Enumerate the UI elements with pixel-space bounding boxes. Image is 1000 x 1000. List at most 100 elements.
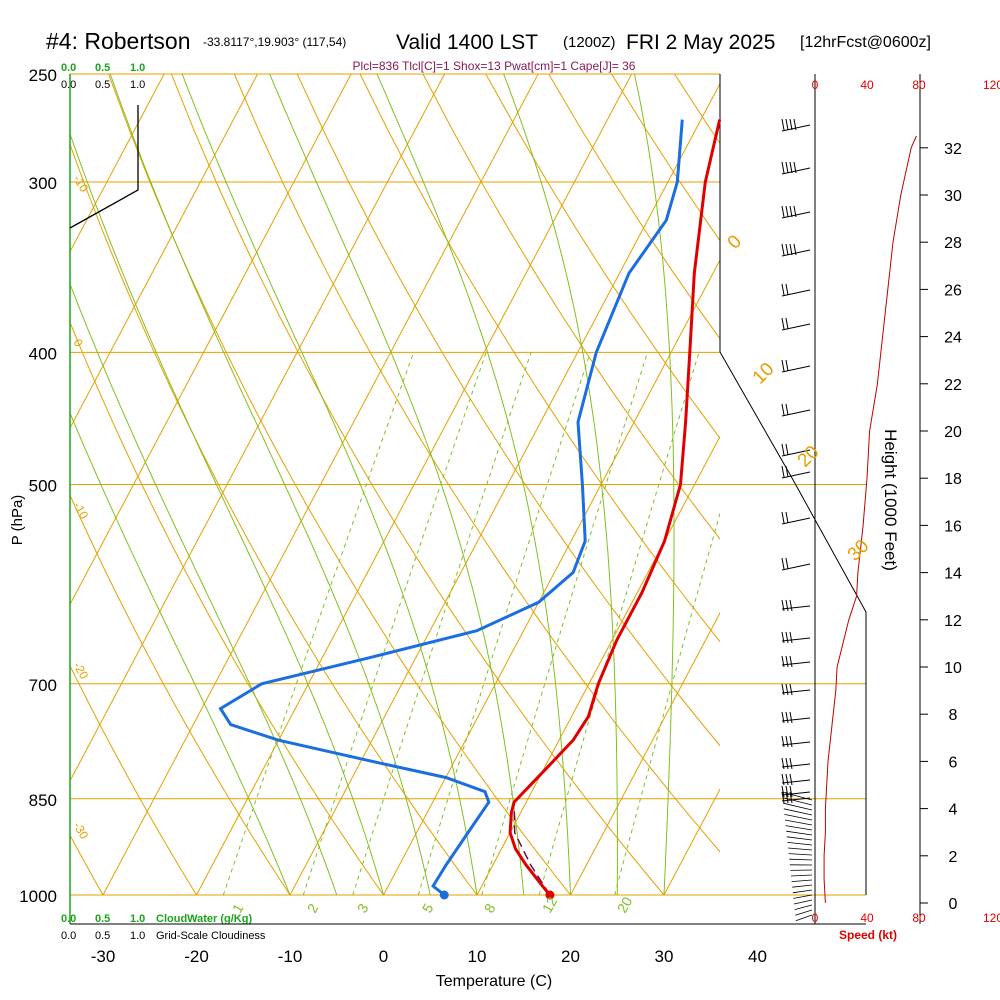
dry-adiabat-line [926,74,1000,895]
wind-barb-staff [790,874,813,877]
wind-barb [781,465,811,479]
wind-barb-flag [781,683,785,696]
wind-barb [781,773,811,786]
isotherm-line [383,259,720,896]
height-tick-label: 22 [944,377,962,394]
moist-adiabat-line [70,132,384,896]
wind-barb [781,317,811,331]
wind-barb-flag [789,118,793,131]
wind-barb [781,443,811,457]
height-tick-label: 28 [944,235,962,252]
height-tick-label: 4 [949,802,958,819]
cloudwater-top-tick: 0.5 [95,62,110,74]
wind-barb-flag [793,205,797,218]
cloudwater-top-tick: 1.0 [130,62,145,74]
wind-barb [781,511,811,525]
dry-adiabat-line [422,74,720,540]
pressure-tick-label: 1000 [19,887,57,906]
height-axis-label: Height (1000 Feet) [881,429,900,571]
height-tick-label: 0 [949,896,958,913]
wind-barb-flag [785,735,789,748]
wind-barb-flag [781,735,785,748]
wind-barb-staff [781,409,811,417]
wind-barb-flag [793,118,797,131]
wind-barb [781,118,811,132]
wind-barb-staff [781,563,811,571]
wind-barb-staff [781,289,811,297]
dry-adiabat-line [0,74,10,895]
cloudwater-top-scale: 0.0 0.5 1.0 [61,62,145,74]
height-tick-label: 24 [944,330,962,347]
wind-barb-staff [788,853,813,856]
speed-tick-label: 40 [860,78,874,92]
mixing-ratio-line [352,352,532,896]
dry-adiabat-line [989,74,1000,895]
wind-barb-flag [785,118,789,131]
wind-barb-flag [785,443,789,456]
wind-barb-flag [781,773,785,786]
wind-barb [781,243,811,257]
wind-barb-staff [781,779,811,784]
station-title: #4: Robertson [46,28,190,54]
stability-indices: Plcl=836 Tlcl[C]=1 Shox=13 Pwat[cm]=1 Ca… [353,59,636,73]
isotherm-line [70,74,259,430]
height-tick-label: 2 [949,849,958,866]
surface-dewpoint-point [439,890,449,900]
x-tick-label: -20 [184,947,209,966]
wind-barb-staff [784,814,813,821]
height-tick-label: 16 [944,518,962,535]
x-tick-label: 20 [561,947,580,966]
wind-barb-flag [785,557,789,570]
cloudwater-bottom-scale: 0.0 0.5 1.0 CloudWater (g/Kg) [61,913,252,925]
cloudwater-label: CloudWater (g/Kg) [156,913,252,925]
wind-barb-staff [782,797,813,806]
wind-barb-staff [792,889,813,894]
wind-barb-flag [781,511,785,524]
cloudwater-bottom-tick: 1.0 [130,913,145,925]
wind-barb-flag [789,773,793,786]
wind-barb-staff [792,884,813,888]
wind-barb-flag [781,443,785,456]
wind-barb-flag [785,511,789,524]
dry-adiabat-line [70,494,291,896]
cloudwater-top-tick: 0.0 [61,62,76,74]
height-tick-label: 8 [949,707,958,724]
speed-tick-label: 0 [812,78,819,92]
wind-barb-staff [784,819,813,826]
wind-barb-flag [785,317,789,330]
isotherm-label: 30 [844,536,874,566]
mixing-ratio-line [481,352,648,896]
wind-barb-staff [793,899,813,905]
y-axis-label: P (hPa) [9,495,26,546]
wind-barb-flag [785,773,789,786]
mixing-ratio-label: 2 [304,901,322,916]
panel-boundary-line [719,351,867,895]
wind-barb [781,683,811,696]
wind-barb-flag [781,161,785,174]
wind-barb-flag [781,599,785,612]
wind-barb-flag [785,655,789,668]
cloudwater-bottom-tick: 0.5 [95,913,110,925]
wind-barb [781,631,811,644]
speed-tick-label: 0 [812,911,819,925]
wind-barb-flag [785,161,789,174]
mixing-ratio-label: 8 [481,901,499,916]
isotherm-line [70,74,352,606]
adiabat-label: -20 [70,660,91,682]
isotherm-line [70,74,446,782]
wind-barb-flag [785,711,789,724]
wind-barb-staff [781,365,811,373]
wind-barb-flag [781,711,785,724]
dry-adiabat-line [485,74,720,440]
wind-barb-flag [781,631,785,644]
moist-adiabat-line [376,74,571,896]
valid-zulu: (1200Z) [563,34,616,51]
wind-barb-staff [781,449,811,457]
wind-barb-staff [783,802,813,811]
cloudiness-bottom-tick: 0.0 [61,930,76,942]
wind-barb-staff [781,605,811,610]
wind-barb-flag [785,757,789,770]
wind-barb-flag [785,791,789,804]
wind-barb-flag [781,359,785,372]
mixing-ratio-line [302,352,487,896]
